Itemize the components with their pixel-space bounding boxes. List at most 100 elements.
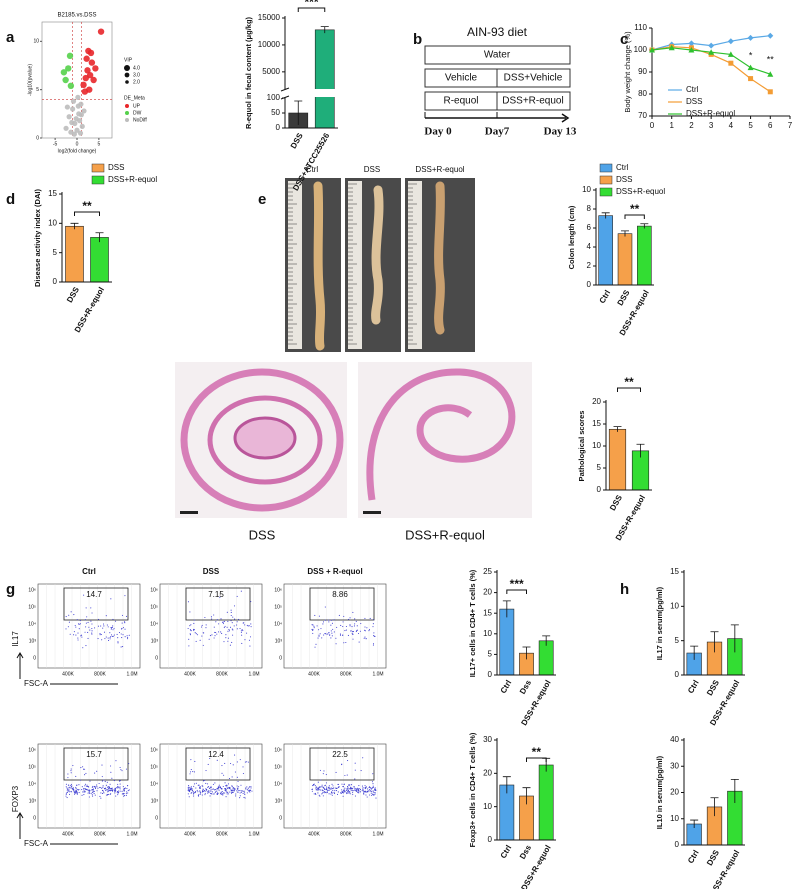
event-dot (114, 788, 116, 790)
event-dot (333, 619, 335, 621)
event-dot (225, 785, 228, 787)
photo-label: Ctrl (306, 165, 319, 174)
event-dot (220, 788, 222, 790)
event-dot (227, 637, 229, 639)
event-dot (111, 777, 113, 779)
event-dot (214, 631, 216, 633)
y-tick-label: 10 (592, 441, 601, 450)
event-dot (84, 631, 86, 633)
event-dot (371, 781, 374, 783)
event-dot (340, 624, 342, 626)
event-dot (242, 766, 244, 768)
event-dot (86, 784, 88, 786)
y-tick-label: 0 (587, 280, 592, 289)
event-dot (364, 617, 366, 619)
y-axis-label: Colon length (cm) (567, 205, 576, 269)
event-dot (370, 788, 373, 790)
event-dot (122, 634, 124, 636)
event-dot (73, 634, 75, 636)
event-dot (326, 790, 328, 792)
event-dot (337, 786, 339, 789)
event-dot (85, 788, 87, 790)
event-dot (349, 784, 351, 786)
event-dot (126, 787, 128, 790)
event-dot (74, 792, 76, 794)
event-dot (75, 626, 77, 628)
event-dot (87, 631, 89, 634)
event-dot (75, 792, 77, 794)
event-dot (312, 783, 315, 786)
event-dot (242, 772, 244, 775)
error-bar (320, 26, 329, 34)
event-dot (249, 636, 252, 638)
event-dot (374, 787, 376, 789)
x-tick-label: Ctrl (598, 289, 613, 305)
event-dot (367, 788, 369, 790)
event-dot (351, 787, 353, 789)
event-dot (215, 791, 217, 793)
x-tick-label: 0 (650, 121, 655, 130)
error-bar (542, 635, 551, 646)
x-tick-label: 5 (97, 141, 100, 147)
event-dot (100, 625, 102, 627)
event-dot (108, 790, 110, 792)
flow-y-tick: 10⁴ (274, 781, 282, 787)
event-dot (227, 630, 229, 632)
event-dot (324, 788, 326, 790)
flow-y-tick: 0 (279, 815, 282, 821)
event-dot (196, 789, 198, 791)
event-dot (240, 590, 242, 592)
panel-letter: b (413, 31, 422, 48)
event-dot (85, 772, 87, 774)
event-dot (68, 789, 70, 791)
error-bar (710, 797, 719, 817)
point (65, 65, 72, 72)
y-tick-label: 10 (33, 39, 39, 45)
event-dot (369, 788, 371, 791)
event-dot (373, 635, 375, 637)
event-dot (78, 623, 80, 626)
event-dot (119, 786, 121, 788)
x-tick-label: Ctrl (499, 844, 514, 860)
event-dot (242, 792, 244, 794)
diagram-label: Vehicle (445, 73, 478, 84)
y-axis-label: -log10(pvalue) (27, 64, 33, 96)
flow-x-tick: 400K (308, 831, 320, 837)
event-dot (213, 637, 215, 639)
event-dot (87, 792, 89, 794)
event-dot (87, 637, 89, 640)
flow-x-tick: 800K (94, 671, 106, 677)
event-dot (364, 790, 366, 792)
point (64, 104, 70, 110)
event-dot (218, 623, 220, 625)
event-dot (75, 786, 77, 788)
event-dot (195, 633, 197, 635)
event-dot (201, 635, 203, 637)
event-dot (374, 793, 376, 795)
event-dot (342, 790, 344, 792)
event-dot (373, 632, 375, 634)
event-dot (91, 791, 94, 793)
point (74, 127, 80, 133)
event-dot (321, 793, 323, 795)
axis (651, 28, 790, 117)
event-dot (217, 793, 219, 795)
event-dot (331, 632, 333, 634)
event-dot (103, 625, 105, 627)
event-dot (199, 790, 201, 792)
flow-x-tick: 800K (94, 831, 106, 837)
y-axis-label: IL17 in serum(pg/ml) (655, 586, 664, 660)
event-dot (95, 784, 98, 786)
event-dot (352, 633, 354, 635)
event-dot (346, 793, 348, 795)
point (86, 71, 94, 79)
event-dot (73, 791, 75, 793)
event-dot (237, 791, 239, 793)
event-dot (106, 624, 108, 626)
event-dot (222, 794, 224, 796)
event-dot (211, 634, 213, 636)
event-dot (352, 791, 354, 793)
event-dot (222, 785, 224, 788)
flow-y-tick: 10⁶ (150, 747, 158, 753)
marker (688, 47, 695, 53)
